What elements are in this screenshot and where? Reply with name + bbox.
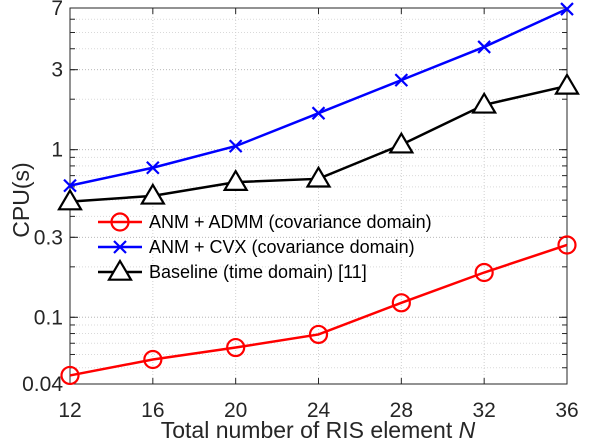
data-point-circle — [474, 262, 494, 283]
data-point-x — [560, 2, 574, 16]
legend-label: ANM + CVX (covariance domain) — [149, 237, 415, 257]
data-point-circle — [391, 293, 411, 313]
y-tick-label: 0.1 — [34, 306, 63, 329]
data-point-circle — [60, 365, 80, 386]
data-point-triangle — [305, 165, 332, 188]
series-layer — [57, 2, 580, 386]
legend-marker-triangle — [107, 258, 133, 281]
x-tick-label: 36 — [555, 399, 578, 422]
x-tick-label: 20 — [224, 399, 247, 422]
major-grid — [69, 8, 568, 384]
legend: ANM + ADMM (covariance domain) ANM + CVX … — [98, 212, 432, 282]
data-point-x — [63, 178, 77, 193]
x-tick-label: 12 — [58, 399, 81, 422]
data-point-triangle — [471, 91, 498, 114]
legend-marker-x — [113, 240, 127, 254]
series-line-circle — [69, 243, 568, 377]
data-point-x — [311, 106, 326, 120]
data-point-triangle — [554, 72, 580, 95]
y-axis-label: CPU(s) — [8, 162, 34, 237]
y-tick-label: 1 — [51, 139, 63, 162]
data-point-triangle — [222, 168, 249, 191]
y-tick-label: 0.3 — [34, 226, 63, 249]
y-tick-label: 0.04 — [22, 373, 63, 396]
data-point-circle — [308, 324, 329, 345]
data-point-x — [394, 73, 409, 87]
x-tick-label: 28 — [390, 399, 413, 422]
data-point-circle — [226, 337, 246, 358]
x-tick-label: 16 — [141, 399, 164, 422]
y-tick-label: 7 — [51, 0, 63, 20]
x-axis-label: Total number of RIS element N — [161, 417, 476, 442]
axis-ticks: 12 16 20 24 28 32 36 0.04 0.1 0.3 1 3 7 — [22, 0, 579, 422]
x-axis-variable: N — [459, 417, 476, 442]
data-point-triangle — [57, 188, 83, 211]
axis-labels: Total number of RIS element N CPU(s) — [8, 162, 476, 442]
x-tick-label: 32 — [472, 399, 495, 422]
x-axis-label-text: Total number of RIS element — [161, 417, 453, 442]
data-point-triangle — [388, 131, 415, 154]
data-point-x — [146, 160, 160, 175]
x-tick-label: 24 — [307, 399, 331, 422]
data-point-x — [228, 139, 243, 153]
legend-label: ANM + ADMM (covariance domain) — [149, 212, 432, 232]
data-point-triangle — [139, 182, 166, 205]
data-point-circle — [557, 235, 577, 255]
y-tick-label: 3 — [51, 59, 63, 82]
data-point-circle — [143, 349, 163, 370]
legend-label: Baseline (time domain) [11] — [149, 262, 367, 282]
legend-marker-circle — [110, 212, 130, 232]
data-point-x — [477, 40, 491, 54]
